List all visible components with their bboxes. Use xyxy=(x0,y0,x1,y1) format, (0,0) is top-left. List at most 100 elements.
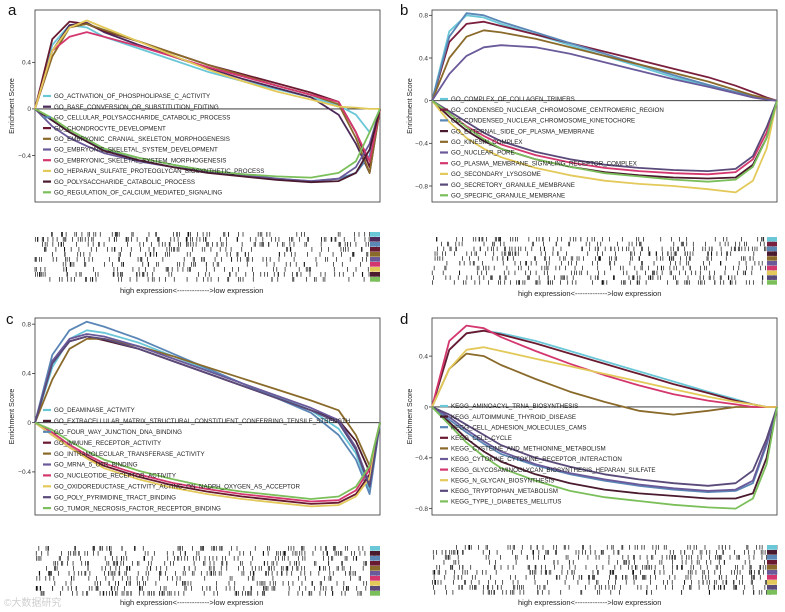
legend-label: GO_POLYSACCHARIDE_CATABOLIC_PROCESS xyxy=(54,179,195,186)
series-line xyxy=(34,421,381,500)
legend-label: GO_EXTERNAL_SIDE_OF_PLASMA_MEMBRANE xyxy=(451,128,594,135)
y-tick-label: −0.8 xyxy=(415,506,428,513)
rug-end-mark xyxy=(767,237,777,242)
legend-label: GO_CHONDROCYTE_DEVELOPMENT xyxy=(54,125,166,132)
series-line xyxy=(431,100,778,194)
y-axis-label: Enrichment Score xyxy=(407,389,414,445)
rug-end-mark xyxy=(370,232,380,237)
y-tick-label: 0.4 xyxy=(419,353,428,360)
rug-end-mark xyxy=(370,247,380,252)
rug-end-mark xyxy=(767,570,777,575)
rug-end-mark xyxy=(767,265,777,271)
series-line xyxy=(431,20,778,102)
series-line xyxy=(34,335,381,488)
legend-label: KEGG_AMINOACYL_TRNA_BIOSYNTHESIS xyxy=(451,403,578,410)
legend-label: KEGG_CELL_CYCLE xyxy=(451,435,512,442)
legend-label: KEGG_TRYPTOPHAN_METABOLISM xyxy=(451,488,558,495)
legend-label: GO_TUMOR_NECROSIS_FACTOR_RECEPTOR_BINDIN… xyxy=(54,505,221,512)
rug-end-mark xyxy=(767,246,777,252)
panel-letter: b xyxy=(400,2,408,19)
legend-label: KEGG_CYSTEINE_AND_METHIONINE_METABOLISM xyxy=(451,446,606,453)
legend-label: GO_EXTRACELLULAR_MATRIX_STRUCTURAL_CONST… xyxy=(54,418,350,425)
legend-label: GO_EMBRYONIC_SKELETAL_SYSTEM_DEVELOPMENT xyxy=(54,147,218,154)
panel-b: b 0.8 0.4 0 −0.4 −0.8 Enrichment Score GO_COMPL… xyxy=(400,2,778,298)
y-tick-label: 0 xyxy=(424,404,428,411)
rug-end-mark xyxy=(370,591,380,596)
series-line xyxy=(431,324,777,408)
legend-label: GO_SECRETORY_GRANULE_MEMBRANE xyxy=(451,182,575,189)
rug-end-mark xyxy=(767,270,777,276)
panel-c: c 0.8 0.4 0 −0.4 Enrichment Score GO_DEAMINASE… xyxy=(6,311,381,607)
legend-label: KEGG_GLYCOSAMINOGLYCAN_BIOSYNTHESIS_HEPA… xyxy=(451,467,655,474)
legend-label: GO_ACTIVATION_OF_PHOSPHOLIPASE_C_ACTIVIT… xyxy=(54,93,210,100)
rug-end-mark xyxy=(767,256,777,261)
x-axis-caption: high expression<------------->low expres… xyxy=(518,598,661,607)
y-tick-label: −0.4 xyxy=(415,141,428,148)
y-tick-label: 0.4 xyxy=(419,55,428,62)
y-axis-label: Enrichment Score xyxy=(407,78,414,134)
legend-label: GO_FOUR_WAY_JUNCTION_DNA_BINDING xyxy=(54,429,182,436)
legend-label: GO_MRNA_5_UTR_BINDING xyxy=(54,462,138,469)
x-axis-caption: high expression<------------->low expres… xyxy=(518,289,661,298)
rug-end-mark xyxy=(767,241,777,247)
series-line xyxy=(431,406,778,492)
rug-end-mark xyxy=(370,571,380,576)
series-line xyxy=(34,421,381,508)
legend-label: KEGG_AUTOIMMUNE_THYROID_DISEASE xyxy=(451,414,576,421)
rug-end-mark xyxy=(767,560,777,565)
series-line xyxy=(34,108,381,183)
legend-label: GO_COMPLEX_OF_COLLAGEN_TRIMERS xyxy=(451,96,575,103)
y-axis-label: Enrichment Score xyxy=(9,78,16,134)
rug-end-mark xyxy=(370,237,380,242)
panel-letter: d xyxy=(400,311,408,328)
series-line xyxy=(431,329,777,408)
rug-end-mark xyxy=(370,551,380,556)
y-tick-label: 0 xyxy=(27,106,31,113)
series-line xyxy=(431,406,778,510)
y-tick-label: −0.8 xyxy=(415,183,428,190)
series-line xyxy=(431,12,778,102)
rug-end-mark xyxy=(767,585,777,590)
series-line xyxy=(431,406,778,500)
x-axis-caption: high expression<------------->low expres… xyxy=(120,598,263,607)
plot-frame xyxy=(34,317,381,516)
legend-label: KEGG_TYPE_I_DIABETES_MELLITUS xyxy=(451,499,561,506)
legend-label: GO_CONDENSED_NUCLEAR_CHROMOSOME_KINETOCH… xyxy=(451,118,635,125)
y-tick-label: −0.4 xyxy=(18,469,31,476)
plot-frame xyxy=(431,317,778,516)
series-line xyxy=(431,346,777,408)
series-line xyxy=(431,29,778,102)
legend-label: GO_NUCLEOTIDE_RECEPTOR_ACTIVITY xyxy=(54,473,176,480)
legend-label: GO_CONDENSED_NUCLEAR_CHROMOSOME_CENTROME… xyxy=(451,107,664,114)
rug-end-mark xyxy=(370,561,380,566)
y-tick-label: 0 xyxy=(27,420,31,427)
rug-end-mark xyxy=(370,277,380,282)
legend-label: GO_DEAMINASE_ACTIVITY xyxy=(54,407,135,414)
rug-end-mark xyxy=(370,272,380,277)
rug-end-mark xyxy=(767,275,777,280)
legend-label: GO_IMMUNE_RECEPTOR_ACTIVITY xyxy=(54,440,161,447)
legend-label: GO_KINESIN_COMPLEX xyxy=(451,139,523,146)
series-line xyxy=(34,320,381,496)
series-line xyxy=(431,99,778,176)
legend-label: KEGG_CELL_ADHESION_MOLECULES_CAMS xyxy=(451,424,587,431)
rug-end-mark xyxy=(370,546,380,551)
y-axis-label: Enrichment Score xyxy=(9,389,16,445)
y-tick-label: 0 xyxy=(424,98,428,105)
rug-end-mark xyxy=(767,590,777,595)
rug-end-mark xyxy=(767,251,777,256)
legend-label: GO_EMBRYONIC_CRANIAL_SKELETON_MORPHOGENE… xyxy=(54,136,230,143)
legend-label: GO_REGULATION_OF_CALCIUM_MEDIATED_SIGNAL… xyxy=(54,190,222,197)
series-line xyxy=(431,406,778,494)
watermark: ©大数据研究 xyxy=(4,596,61,609)
watermark-text: ©大数据研究 xyxy=(4,596,61,609)
series-line xyxy=(431,99,778,183)
legend-label: GO_SPECIFIC_GRANULE_MEMBRANE xyxy=(451,193,565,200)
legend-label: GO_PLASMA_MEMBRANE_SIGNALING_RECEPTOR_CO… xyxy=(451,160,637,167)
legend-label: GO_BASE_CONVERSION_OR_SUBSTITUTION_EDITI… xyxy=(54,104,219,111)
legend-label: GO_CELLULAR_POLYSACCHARIDE_CATABOLIC_PRO… xyxy=(54,115,230,122)
y-tick-label: 0.4 xyxy=(22,60,31,67)
series-line xyxy=(431,406,778,487)
rug-end-mark xyxy=(767,545,777,550)
